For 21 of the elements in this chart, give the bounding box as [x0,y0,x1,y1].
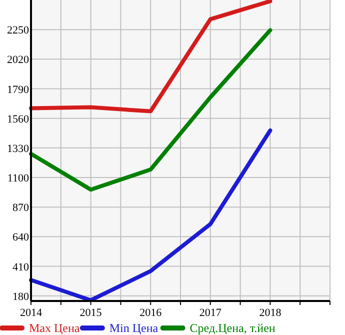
y-tick-label: 1330 [7,142,30,155]
y-tick-label: 1560 [7,113,30,126]
legend-label: Сред.Цена, т.йен [190,321,276,335]
legend-label: Min Цена [109,321,159,335]
y-tick-label: 1100 [7,172,30,185]
x-tick-label: 2015 [80,307,102,319]
x-tick-label: 2014 [20,307,42,319]
y-tick-label: 180 [12,290,30,303]
y-tick-label: 870 [12,202,30,214]
y-tick-label: 410 [12,261,30,274]
y-tick-label: 2020 [7,54,30,66]
x-tick-label: 2016 [140,307,162,319]
line-series [29,28,272,192]
line-series [29,128,272,302]
y-tick-label: 2250 [7,24,30,37]
x-tick-label: 2017 [199,307,222,319]
line-series [29,0,272,114]
y-tick-label: 1790 [7,84,30,96]
y-tick-label: 640 [12,232,30,244]
x-tick-label: 2018 [259,307,282,319]
legend-label: Max Цена [29,321,80,335]
